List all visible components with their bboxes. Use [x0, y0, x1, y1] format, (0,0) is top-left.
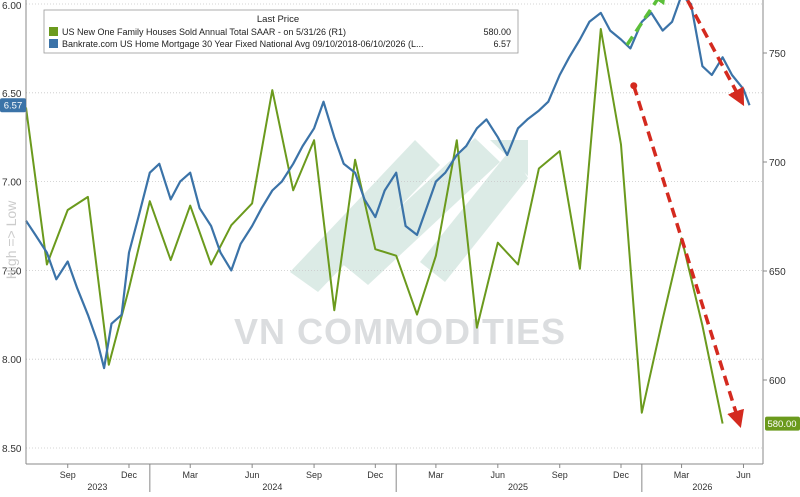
series-line-mortgage	[25, 0, 751, 370]
legend: Last Price US New One Family Houses Sold…	[43, 9, 519, 54]
watermark-text: VN COMMODITIES	[234, 311, 566, 352]
legend-box	[43, 9, 519, 54]
month-tick-label: Dec	[613, 470, 630, 480]
last-value-tag-mortgage: 6.57	[0, 98, 26, 113]
month-tick-label: Sep	[306, 470, 322, 480]
series-lines	[25, 0, 751, 424]
last-value-tag-mortgage-box	[0, 98, 26, 113]
year-label: 2026	[692, 482, 712, 492]
left-tick-label: 6.00	[2, 1, 22, 12]
month-tick-label: Jun	[736, 470, 751, 480]
annotation-arrow-green	[625, 0, 667, 46]
axes	[25, 0, 764, 465]
right-tick-label: 600	[769, 376, 786, 387]
left-tick-label: 8.50	[2, 444, 22, 455]
left-tick-label: 7.50	[2, 266, 22, 277]
legend-value-homes: 580.00	[483, 27, 511, 37]
tick-labels: 6.00 6.50 7.00 7.50 8.00 8.50 600 650 700 750 Sep D…	[2, 1, 786, 492]
month-tick-label: Mar	[428, 470, 444, 480]
year-label: 2025	[508, 482, 528, 492]
legend-label-homes: US New One Family Houses Sold Annual Tot…	[62, 27, 346, 37]
year-label: 2023	[87, 482, 107, 492]
year-dividers	[149, 464, 643, 492]
month-tick-label: Sep	[60, 470, 76, 480]
left-axis-label: High => Low	[3, 200, 19, 279]
legend-title: Last Price	[257, 14, 299, 25]
legend-swatch-mortgage	[49, 39, 58, 48]
legend-swatch-homes	[49, 27, 58, 36]
month-tick-label: Mar	[182, 470, 198, 480]
last-value-tag-mortgage-text: 6.57	[4, 101, 23, 112]
left-tick-label: 6.50	[2, 89, 22, 100]
year-label: 2024	[262, 482, 282, 492]
series-line-homes	[25, 28, 724, 424]
month-tick-label: Sep	[552, 470, 568, 480]
legend-value-mortgage: 6.57	[493, 39, 511, 49]
left-tick-label: 7.00	[2, 178, 22, 189]
month-tick-label: Jun	[491, 470, 506, 480]
annotation-arrow-red	[632, 85, 744, 429]
left-tick-label: 8.00	[2, 355, 22, 366]
annotation-arrows	[625, 0, 745, 429]
last-value-tag-homes-text: 580.00	[767, 419, 796, 430]
last-value-tag-homes: 580.00	[765, 416, 800, 431]
month-tick-label: Dec	[121, 470, 138, 480]
right-tick-label: 650	[769, 267, 786, 278]
legend-label-mortgage: Bankrate.com US Home Mortgage 30 Year Fi…	[62, 39, 424, 49]
annotation-arrow-red	[686, 0, 745, 107]
month-tick-label: Mar	[674, 470, 690, 480]
month-tick-label: Dec	[367, 470, 384, 480]
last-value-tag-homes-box	[765, 416, 800, 431]
right-tick-label: 700	[769, 158, 786, 169]
month-tick-label: Jun	[245, 470, 260, 480]
right-tick-label: 750	[769, 49, 786, 60]
